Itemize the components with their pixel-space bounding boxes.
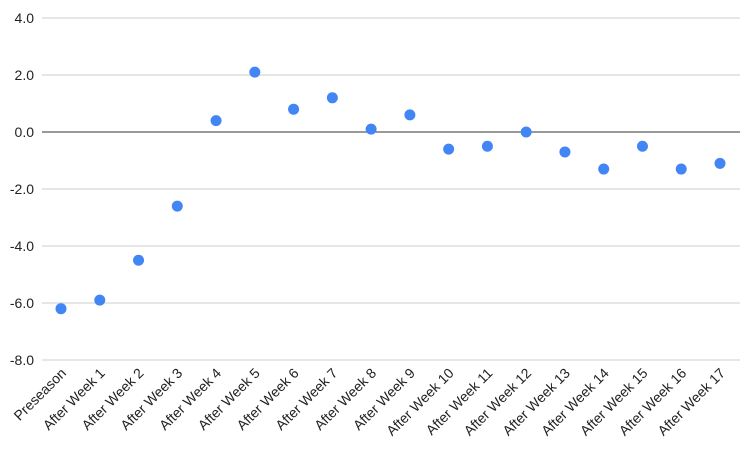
data-point: [94, 294, 106, 306]
y-tick-label: 0.0: [15, 124, 35, 140]
data-point: [559, 146, 571, 158]
data-point: [171, 200, 183, 212]
x-tick-label: After Week 16: [615, 365, 689, 439]
data-point: [636, 140, 648, 152]
x-tick-label: After Week 12: [460, 365, 534, 439]
data-point: [288, 103, 300, 115]
data-points: [55, 66, 726, 315]
x-tick-label: After Week 10: [383, 365, 457, 439]
data-point: [675, 163, 687, 175]
data-point: [598, 163, 610, 175]
data-point: [365, 123, 377, 135]
y-tick-label: -4.0: [10, 238, 34, 254]
data-point: [404, 109, 416, 121]
y-axis-ticks: -8.0 -6.0 -4.0 -2.0 0.0 2.0 4.0: [10, 10, 34, 368]
data-point: [210, 115, 222, 127]
y-tick-label: -2.0: [10, 181, 34, 197]
data-point: [481, 140, 493, 152]
x-tick-label: After Week 13: [499, 365, 573, 439]
data-point: [133, 254, 145, 266]
x-tick-label: After Week 17: [654, 365, 728, 439]
data-point: [326, 92, 338, 104]
y-tick-label: 2.0: [15, 67, 35, 83]
y-tick-label: -6.0: [10, 295, 34, 311]
data-point: [714, 157, 726, 169]
y-tick-label: -8.0: [10, 352, 34, 368]
data-point: [443, 143, 455, 155]
x-tick-label: After Week 15: [577, 365, 651, 439]
data-point: [55, 303, 67, 315]
x-tick-label: After Week 14: [538, 365, 612, 439]
data-point: [249, 66, 261, 78]
gridlines: [42, 17, 740, 361]
data-point: [520, 126, 532, 138]
y-tick-label: 4.0: [15, 10, 35, 26]
